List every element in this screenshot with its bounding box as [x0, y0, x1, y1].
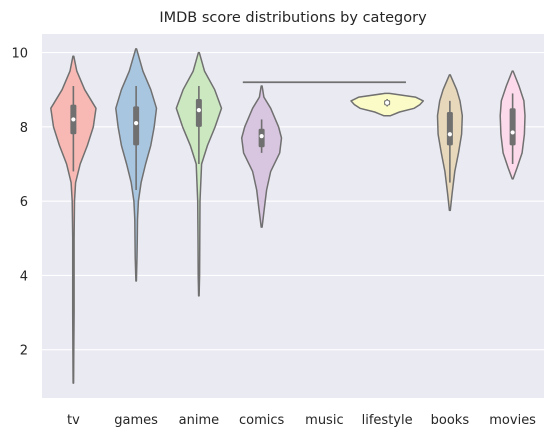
x-tick-label: anime: [179, 413, 219, 428]
violin-median: [134, 121, 139, 126]
x-tick-label: comics: [239, 413, 285, 428]
violin-median: [447, 132, 452, 137]
x-tick-label: tv: [67, 413, 80, 428]
violin-games: [115, 48, 158, 282]
violin-tv: [50, 55, 97, 384]
violins: [50, 48, 526, 384]
violin-median: [196, 108, 201, 113]
y-tick-labels: 2 4 6 8 10: [11, 47, 28, 359]
violin-body: [50, 55, 97, 384]
violin-iqr-box: [133, 106, 140, 146]
violin-comics: [240, 85, 283, 228]
y-tick-label: 2: [20, 344, 28, 359]
violin-anime: [175, 51, 223, 297]
violin-body: [240, 85, 283, 228]
violin-lifestyle: [350, 92, 425, 117]
chart-title: IMDB score distributions by category: [159, 10, 427, 26]
violin-iqr-box: [509, 108, 516, 146]
y-tick-label: 10: [11, 47, 28, 62]
x-tick-label: movies: [489, 413, 536, 428]
violin-median: [510, 130, 515, 135]
violin-median: [385, 100, 390, 105]
x-tick-label: lifestyle: [362, 413, 413, 428]
y-tick-label: 6: [20, 195, 28, 210]
y-tick-label: 4: [20, 269, 28, 284]
x-tick-labels: tv games anime comics music lifestyle books mov…: [67, 413, 536, 428]
x-tick-label: music: [305, 413, 343, 428]
plot-background: [42, 34, 544, 398]
violin-median: [259, 134, 264, 139]
violin-books: [436, 74, 464, 212]
violin-iqr-box: [446, 112, 453, 146]
violin-iqr-box: [195, 99, 202, 127]
x-tick-label: books: [431, 413, 470, 428]
violin-body: [175, 51, 223, 297]
violin-movies: [499, 70, 526, 180]
y-tick-label: 8: [20, 121, 28, 136]
violin-median: [71, 117, 76, 122]
x-tick-label: games: [114, 413, 158, 428]
